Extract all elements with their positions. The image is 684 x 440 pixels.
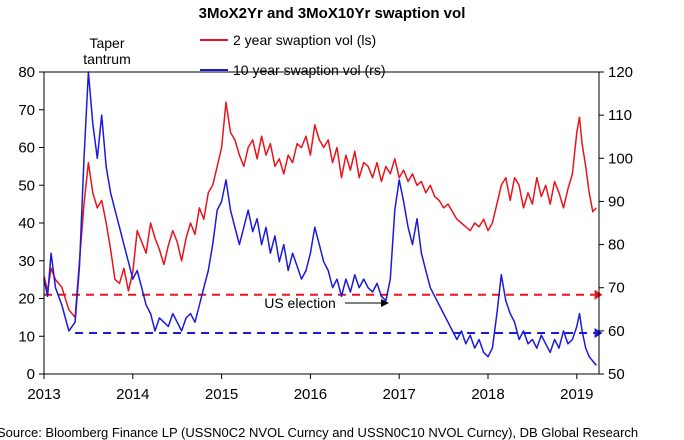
annotations: Taper tantrum US election — [83, 35, 389, 311]
x-axis-ticks: 2013 2014 2015 2016 2017 2018 2019 — [27, 374, 593, 403]
right-tick-label: 110 — [608, 107, 632, 124]
left-tick-label: 40 — [18, 215, 35, 232]
annotation-us-election-arrowhead — [381, 299, 389, 307]
right-tick-label: 80 — [608, 237, 625, 254]
left-tick-label: 80 — [18, 64, 35, 81]
left-tick-label: 30 — [18, 253, 35, 270]
left-tick-label: 70 — [18, 102, 35, 119]
chart-title: 3MoX2Yr and 3MoX10Yr swaption vol — [199, 5, 466, 22]
left-axis-ticks: 0 10 20 30 40 50 60 70 80 — [18, 64, 44, 383]
annotation-us-election: US election — [264, 295, 336, 311]
x-tick-label: 2018 — [471, 386, 504, 403]
left-tick-label: 10 — [18, 328, 35, 345]
x-tick-label: 2015 — [205, 386, 238, 403]
x-tick-label: 2014 — [116, 386, 149, 403]
legend-label-10yr: 10 year swaption vol (rs) — [233, 62, 386, 78]
left-tick-label: 50 — [18, 177, 35, 194]
left-tick-label: 20 — [18, 291, 35, 308]
series-line-10yr — [43, 71, 597, 366]
series-line-2yr — [43, 101, 597, 319]
series-layer — [43, 71, 597, 366]
x-tick-label: 2016 — [294, 386, 327, 403]
right-tick-label: 70 — [608, 280, 625, 297]
x-tick-label: 2013 — [27, 386, 60, 403]
legend-label-2yr: 2 year swaption vol (ls) — [233, 32, 376, 48]
legend: 2 year swaption vol (ls) 10 year swaptio… — [200, 32, 386, 78]
right-axis-ticks: 50 60 70 80 90 100 110 120 — [599, 64, 633, 383]
right-tick-label: 100 — [608, 150, 633, 167]
x-tick-label: 2017 — [383, 386, 416, 403]
annotation-taper-line1: Taper — [89, 35, 124, 51]
right-tick-label: 90 — [608, 193, 625, 210]
left-tick-label: 60 — [18, 140, 35, 157]
right-tick-label: 120 — [608, 64, 633, 81]
right-tick-label: 60 — [608, 323, 625, 340]
annotation-taper-line2: tantrum — [83, 51, 130, 67]
left-tick-label: 0 — [27, 366, 35, 383]
right-tick-label: 50 — [608, 366, 625, 383]
x-tick-label: 2019 — [560, 386, 593, 403]
source-note: Source: Bloomberg Finance LP (USSN0C2 NV… — [0, 425, 638, 440]
